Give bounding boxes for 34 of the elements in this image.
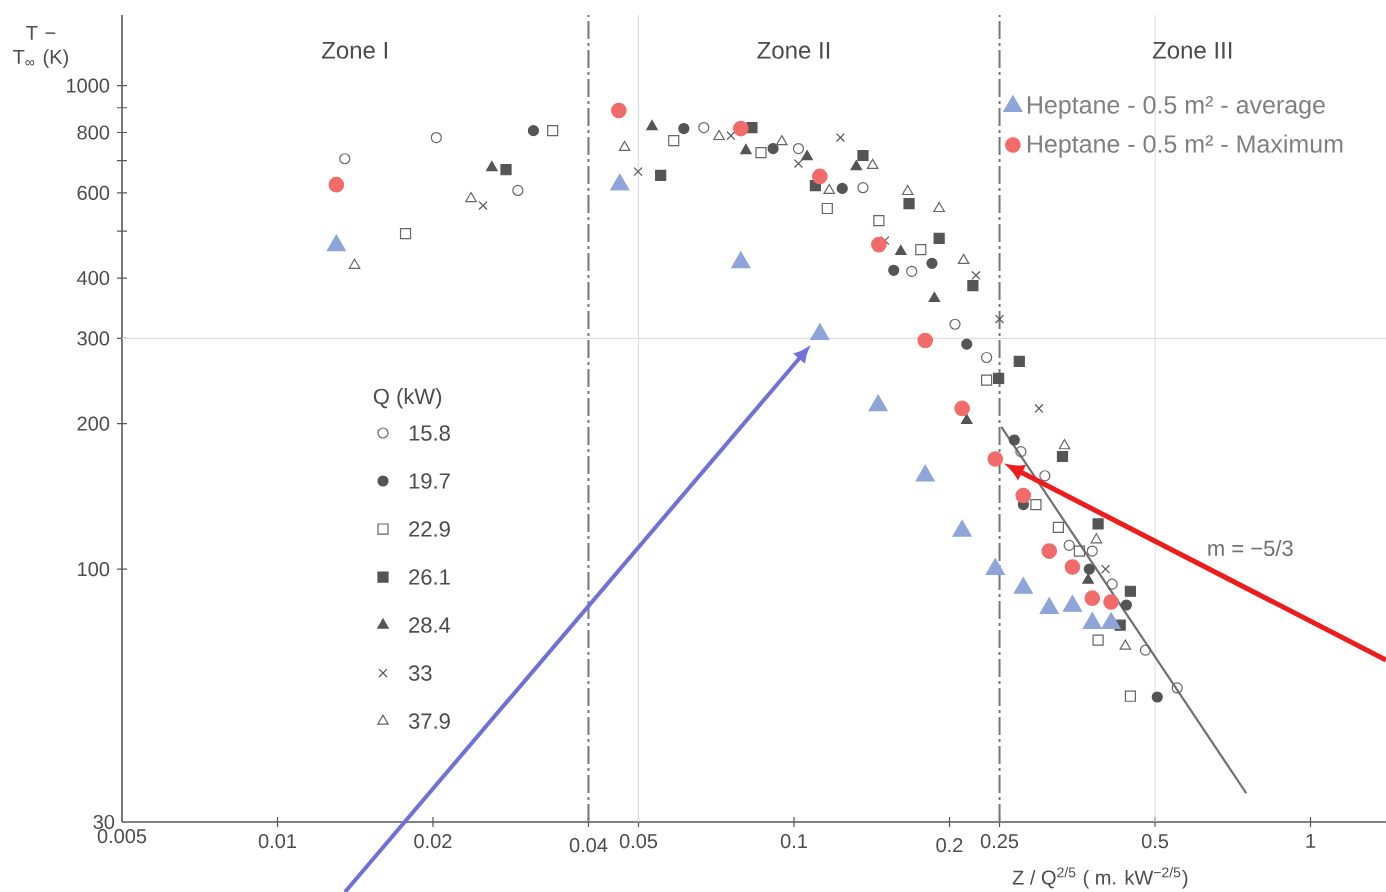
annotation: Zone I	[321, 42, 387, 59]
legend-label: 19.7	[409, 473, 450, 489]
legend-title: Q (kW)	[373, 388, 442, 409]
y-axis-title: T − T$_{∞}$ (K)	[13, 26, 68, 68]
annotation: Zone II	[757, 42, 830, 59]
legend-label: 22.9	[409, 521, 450, 537]
y-tick-label: 30	[93, 814, 115, 830]
x-tick-label: 0.5	[1141, 834, 1169, 849]
y-tick-label: 100	[78, 562, 110, 577]
legend-label: 28.4	[409, 617, 451, 633]
x-tick-label: 0.01	[258, 834, 296, 849]
x-tick-label: 0.1	[780, 834, 807, 849]
y-tick-label: 400	[77, 270, 110, 286]
legend-label: Heptane - 0.5 m² - average	[1027, 96, 1325, 119]
y-tick-label: 800	[77, 125, 110, 140]
x-tick-label: 0.05	[619, 834, 658, 849]
legend-label: 15.8	[409, 425, 450, 441]
x-axis-title: Z / Q$^{2/5}$ ( m. kW$^{−2/5}$)	[1012, 867, 1188, 889]
y-tick-label: 600	[77, 185, 110, 200]
text: m = −5/3	[1208, 539, 1293, 557]
legend-label: 37.9	[408, 713, 450, 729]
legend-label: 26.1	[409, 569, 450, 585]
x-tick-label: 1	[1306, 834, 1316, 848]
y-tick-label: 300	[77, 331, 110, 346]
x-tick-label: 0.04	[569, 838, 608, 853]
legend-label: 33	[408, 665, 432, 681]
x-tick-label: 0.25	[980, 834, 1019, 849]
y-tick-label: 200	[77, 416, 110, 431]
y-tick-label: 1000	[66, 78, 110, 93]
legend-label: Heptane - 0.5 m² - Maximum	[1027, 134, 1343, 158]
x-tick-label: 0.2	[936, 838, 963, 853]
x-tick-label: 0.02	[414, 834, 452, 849]
x-tick-label: 0.005	[97, 829, 147, 844]
annotation: Zone III	[1152, 42, 1232, 59]
